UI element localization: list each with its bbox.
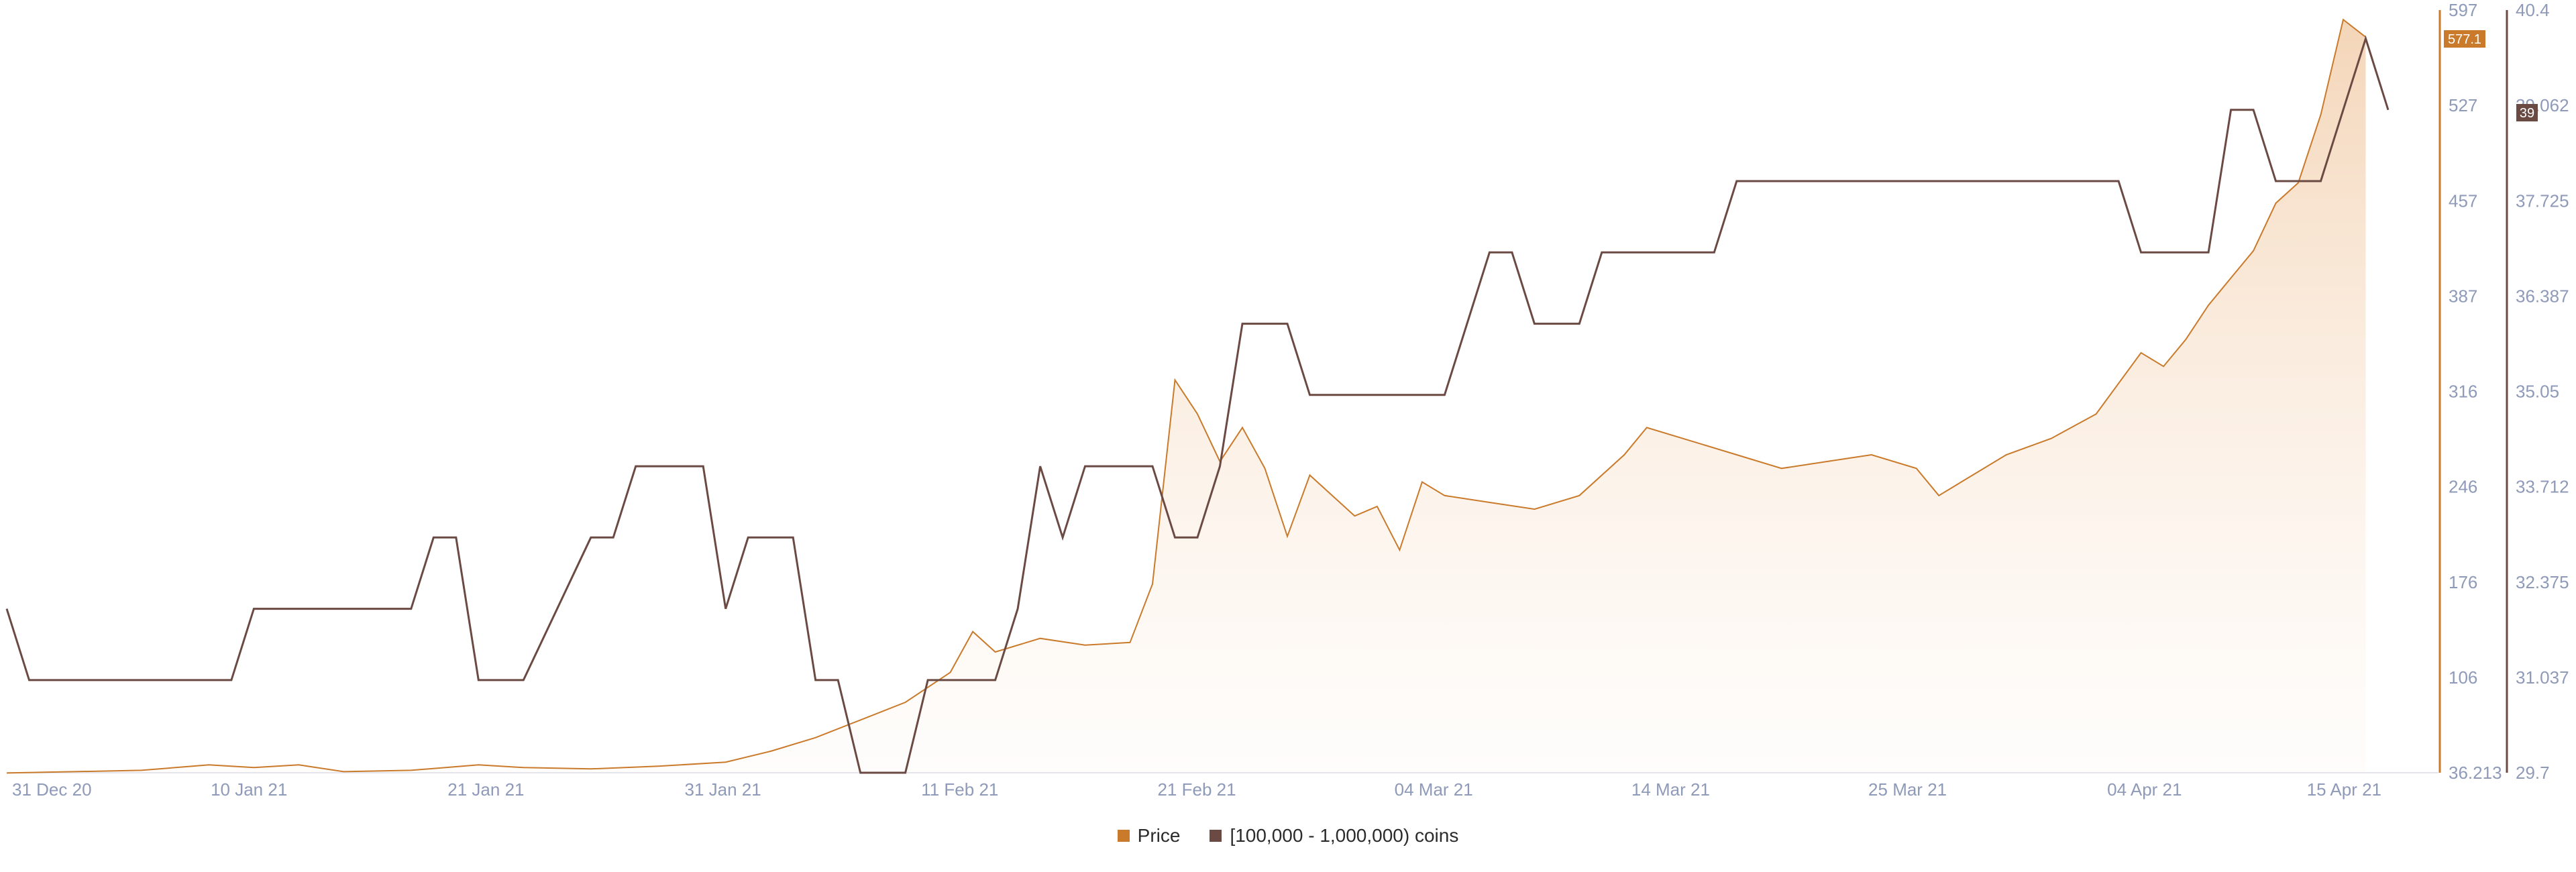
x-tick-label: 25 Mar 21 <box>1868 779 1947 800</box>
left-axis-tick-label: 106 <box>2449 667 2477 688</box>
series-line-price[interactable] <box>6 18 2367 774</box>
left-axis-tick-label: 176 <box>2449 572 2477 592</box>
right-axis-tick-label: 36.387 <box>2516 286 2569 306</box>
right-axis-tick-label: 32.375 <box>2516 572 2569 592</box>
left-axis-tick-label: 316 <box>2449 382 2477 402</box>
x-axis-ticks: 31 Dec 20 10 Jan 21 21 Jan 21 31 Jan 21 11 F… <box>12 779 2381 800</box>
left-axis-tick-label: 457 <box>2449 190 2477 211</box>
right-axis-tick-label: 37.725 <box>2516 190 2569 211</box>
left-axis-tick-label: 597 <box>2449 0 2477 20</box>
right-axis-tick-label: 35.05 <box>2516 382 2559 402</box>
x-tick-label: 21 Jan 21 <box>447 779 524 800</box>
series-line-coins[interactable] <box>5 35 2390 774</box>
x-tick-label: 04 Apr 21 <box>2107 779 2182 800</box>
x-tick-label: 14 Mar 21 <box>1631 779 1710 800</box>
left-axis-tick-label: 527 <box>2449 95 2477 115</box>
left-axis-tick-label: 246 <box>2449 477 2477 497</box>
legend-label-coins: [100,000 - 1,000,000) coins <box>1230 825 1459 846</box>
x-tick-label: 31 Jan 21 <box>684 779 761 800</box>
x-tick-label: 10 Jan 21 <box>211 779 287 800</box>
right-axis-tick-label: 33.712 <box>2516 477 2569 497</box>
price-area <box>7 19 2366 773</box>
x-tick-label: 15 Apr 21 <box>2307 779 2381 800</box>
x-tick-label: 04 Mar 21 <box>1395 779 1473 800</box>
right-axis-ticks: 40.439.06237.72536.38735.0533.71232.3753… <box>2516 0 2569 783</box>
legend-swatch-coins <box>1210 830 1222 842</box>
left-axis-tick-label: 36.213 <box>2449 763 2502 783</box>
coins-last-value: 39 <box>2520 106 2534 121</box>
legend-item-price[interactable]: Price <box>1117 825 1181 847</box>
price-last-value-tag: 577.1 <box>2444 30 2485 48</box>
right-axis-tick-label: 29.7 <box>2516 763 2550 783</box>
coins-last-value-tag: 39 <box>2516 104 2538 121</box>
legend: Price [100,000 - 1,000,000) coins <box>0 825 2576 847</box>
left-axis-ticks: 597 527 457 387 316 246 176 106 36.213 <box>2449 0 2502 783</box>
x-tick-label: 31 Dec 20 <box>12 779 92 800</box>
left-axis-tick-label: 387 <box>2449 286 2477 306</box>
legend-label-price: Price <box>1137 825 1181 846</box>
price-last-value: 577.1 <box>2448 32 2481 47</box>
x-tick-label: 11 Feb 21 <box>921 779 998 800</box>
legend-swatch-price <box>1117 830 1130 842</box>
x-tick-label: 21 Feb 21 <box>1157 779 1236 800</box>
right-axis-tick-label: 31.037 <box>2516 667 2569 688</box>
right-axis-tick-label: 40.4 <box>2516 0 2550 20</box>
legend-item-coins[interactable]: [100,000 - 1,000,000) coins <box>1210 825 1458 847</box>
